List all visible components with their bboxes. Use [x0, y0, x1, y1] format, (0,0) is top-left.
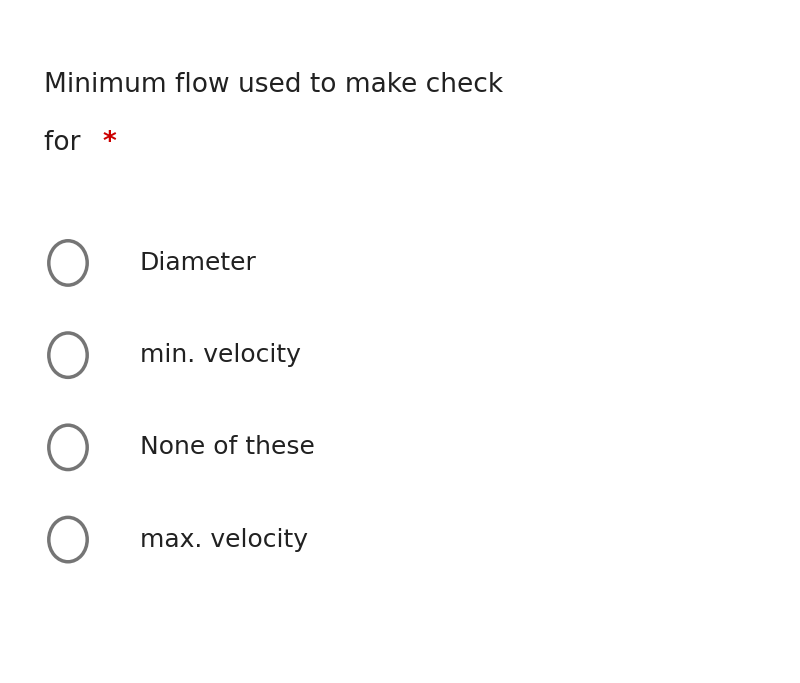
Text: max. velocity: max. velocity — [140, 527, 308, 552]
Text: Minimum flow used to make check: Minimum flow used to make check — [44, 72, 503, 98]
Text: Diameter: Diameter — [140, 251, 257, 275]
Text: for: for — [44, 130, 89, 156]
Text: *: * — [102, 130, 116, 156]
Text: min. velocity: min. velocity — [140, 343, 301, 367]
Text: None of these: None of these — [140, 435, 315, 460]
